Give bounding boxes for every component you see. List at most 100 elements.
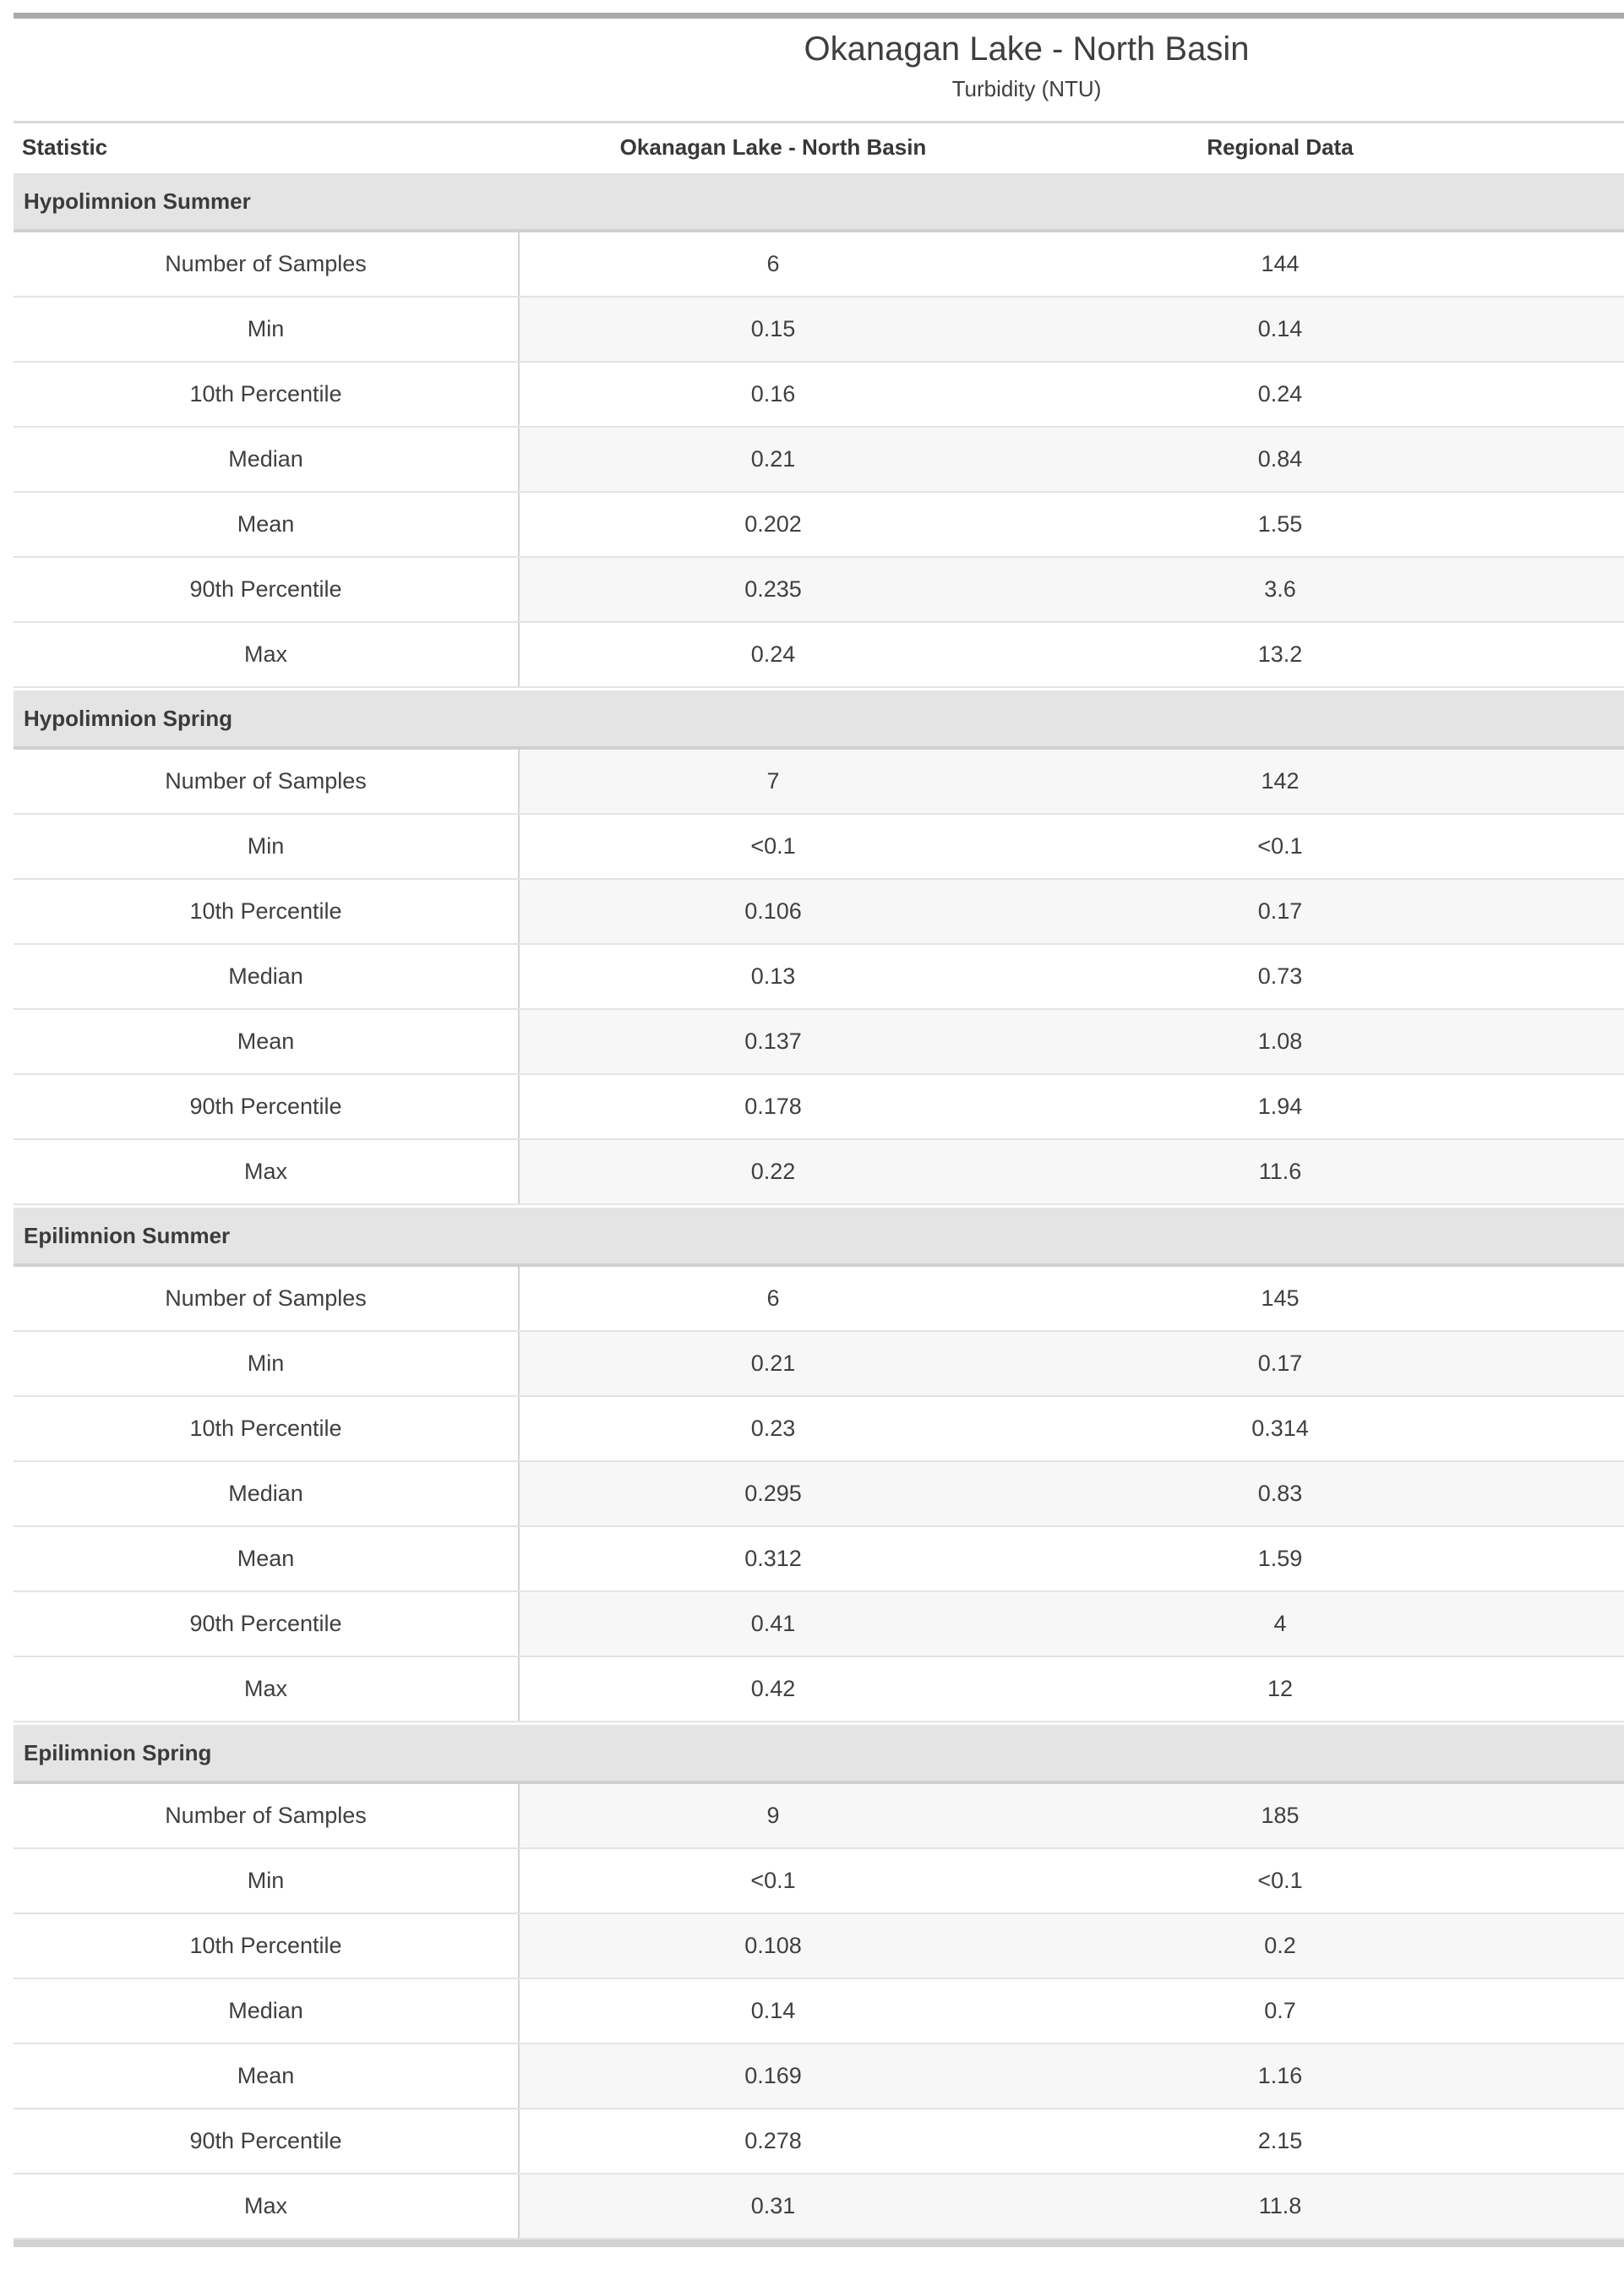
table-row: Mean 0.202 1.55 xyxy=(14,493,1624,558)
stat-label-cell: Min xyxy=(14,1332,520,1395)
row-spacer-cell xyxy=(1534,750,1624,813)
site-value-cell: 0.169 xyxy=(520,2044,1027,2108)
table-row: Mean 0.169 1.16 xyxy=(14,2044,1624,2109)
table-row: 90th Percentile 0.278 2.15 xyxy=(14,2109,1624,2175)
stat-label-cell: Mean xyxy=(14,1010,520,1073)
table-body: Hypolimnion Summer Number of Samples 6 144 M… xyxy=(0,171,1624,2240)
table-row: Max 0.42 12 xyxy=(14,1657,1624,1722)
site-value-cell: <0.1 xyxy=(520,1849,1027,1913)
row-spacer-cell xyxy=(1534,363,1624,426)
column-header-row: Statistic Okanagan Lake - North Basin Re… xyxy=(14,123,1624,171)
stat-label-cell: 10th Percentile xyxy=(14,1397,520,1460)
section-header: Epilimnion Summer xyxy=(14,1208,1624,1267)
site-value-cell: 9 xyxy=(520,1784,1027,1847)
table-row: Min <0.1 <0.1 xyxy=(14,1849,1624,1914)
regional-value-cell: 4 xyxy=(1027,1592,1534,1656)
row-spacer-cell xyxy=(1534,1527,1624,1591)
site-value-cell: 0.202 xyxy=(520,493,1027,556)
stat-label-cell: Min xyxy=(14,1849,520,1913)
regional-value-cell: 0.17 xyxy=(1027,1332,1534,1395)
stat-label-cell: Median xyxy=(14,945,520,1008)
table-row: Median 0.295 0.83 xyxy=(14,1462,1624,1527)
table-row: Max 0.22 11.6 xyxy=(14,1140,1624,1205)
table-row: Max 0.24 13.2 xyxy=(14,623,1624,688)
regional-value-cell: 1.16 xyxy=(1027,2044,1534,2108)
site-value-cell: 0.14 xyxy=(520,1979,1027,2043)
row-spacer-cell xyxy=(1534,1914,1624,1978)
stat-label-cell: Median xyxy=(14,1979,520,2043)
regional-value-cell: 0.83 xyxy=(1027,1462,1534,1525)
table-row: Median 0.14 0.7 xyxy=(14,1979,1624,2044)
column-header-site: Okanagan Lake - North Basin xyxy=(619,134,927,160)
stat-label-cell: 10th Percentile xyxy=(14,363,520,426)
title-block: Okanagan Lake - North Basin Turbidity (N… xyxy=(520,19,1534,121)
table-row: Number of Samples 9 185 xyxy=(14,1784,1624,1849)
site-value-cell: 0.16 xyxy=(520,363,1027,426)
row-spacer-cell xyxy=(1534,1462,1624,1525)
top-accent-bar xyxy=(14,13,1624,19)
regional-value-cell: <0.1 xyxy=(1027,815,1534,878)
row-spacer-cell xyxy=(1534,945,1624,1008)
row-spacer-cell xyxy=(1534,1979,1624,2043)
table-row: 10th Percentile 0.23 0.314 xyxy=(14,1397,1624,1462)
regional-value-cell: 0.2 xyxy=(1027,1914,1534,1978)
site-value-cell: 0.31 xyxy=(520,2175,1027,2238)
row-spacer-cell xyxy=(1534,1592,1624,1656)
table-row: Max 0.31 11.8 xyxy=(14,2175,1624,2240)
row-spacer-cell xyxy=(1534,1849,1624,1913)
row-spacer-cell xyxy=(1534,1657,1624,1721)
regional-value-cell: 0.84 xyxy=(1027,428,1534,491)
site-value-cell: 0.278 xyxy=(520,2109,1027,2173)
stat-label-cell: Max xyxy=(14,2175,520,2238)
stat-label-cell: Max xyxy=(14,1140,520,1203)
table-row: 10th Percentile 0.108 0.2 xyxy=(14,1914,1624,1979)
row-spacer-cell xyxy=(1534,493,1624,556)
regional-value-cell: 1.08 xyxy=(1027,1010,1534,1073)
site-value-cell: 0.178 xyxy=(520,1075,1027,1138)
regional-value-cell: 2.15 xyxy=(1027,2109,1534,2173)
regional-value-cell: 0.14 xyxy=(1027,297,1534,361)
table-row: 90th Percentile 0.41 4 xyxy=(14,1592,1624,1657)
row-spacer-cell xyxy=(1534,297,1624,361)
regional-value-cell: 3.6 xyxy=(1027,558,1534,621)
stat-label-cell: Min xyxy=(14,297,520,361)
site-value-cell: 0.42 xyxy=(520,1657,1027,1721)
regional-value-cell: 0.24 xyxy=(1027,363,1534,426)
stat-label-cell: Number of Samples xyxy=(14,750,520,813)
row-spacer-cell xyxy=(1534,1140,1624,1203)
table-row: Median 0.13 0.73 xyxy=(14,945,1624,1010)
site-value-cell: 6 xyxy=(520,1267,1027,1330)
site-value-cell: 0.23 xyxy=(520,1397,1027,1460)
site-value-cell: <0.1 xyxy=(520,815,1027,878)
stat-label-cell: Mean xyxy=(14,1527,520,1591)
section-gap xyxy=(0,171,1624,173)
stat-label-cell: Mean xyxy=(14,493,520,556)
regional-value-cell: 0.314 xyxy=(1027,1397,1534,1460)
table-row: Number of Samples 6 145 xyxy=(14,1267,1624,1332)
regional-value-cell: 12 xyxy=(1027,1657,1534,1721)
regional-value-cell: 13.2 xyxy=(1027,623,1534,686)
table-row: 10th Percentile 0.16 0.24 xyxy=(14,363,1624,428)
section-header: Hypolimnion Spring xyxy=(14,690,1624,750)
row-spacer-cell xyxy=(1534,1010,1624,1073)
stat-label-cell: Number of Samples xyxy=(14,1267,520,1330)
stat-label-cell: 90th Percentile xyxy=(14,558,520,621)
stat-label-cell: 90th Percentile xyxy=(14,1075,520,1138)
regional-value-cell: 1.59 xyxy=(1027,1527,1534,1591)
column-header-statistic: Statistic xyxy=(22,134,108,160)
site-value-cell: 6 xyxy=(520,232,1027,296)
site-value-cell: 0.15 xyxy=(520,297,1027,361)
row-spacer-cell xyxy=(1534,623,1624,686)
row-spacer-cell xyxy=(1534,2044,1624,2108)
row-spacer-cell xyxy=(1534,558,1624,621)
site-value-cell: 0.235 xyxy=(520,558,1027,621)
table-row: 90th Percentile 0.178 1.94 xyxy=(14,1075,1624,1140)
site-value-cell: 0.21 xyxy=(520,1332,1027,1395)
stat-label-cell: Number of Samples xyxy=(14,1784,520,1847)
row-spacer-cell xyxy=(1534,1075,1624,1138)
table-row: 10th Percentile 0.106 0.17 xyxy=(14,880,1624,945)
stat-label-cell: Min xyxy=(14,815,520,878)
site-value-cell: 0.295 xyxy=(520,1462,1027,1525)
table-row: 90th Percentile 0.235 3.6 xyxy=(14,558,1624,623)
site-value-cell: 0.312 xyxy=(520,1527,1027,1591)
